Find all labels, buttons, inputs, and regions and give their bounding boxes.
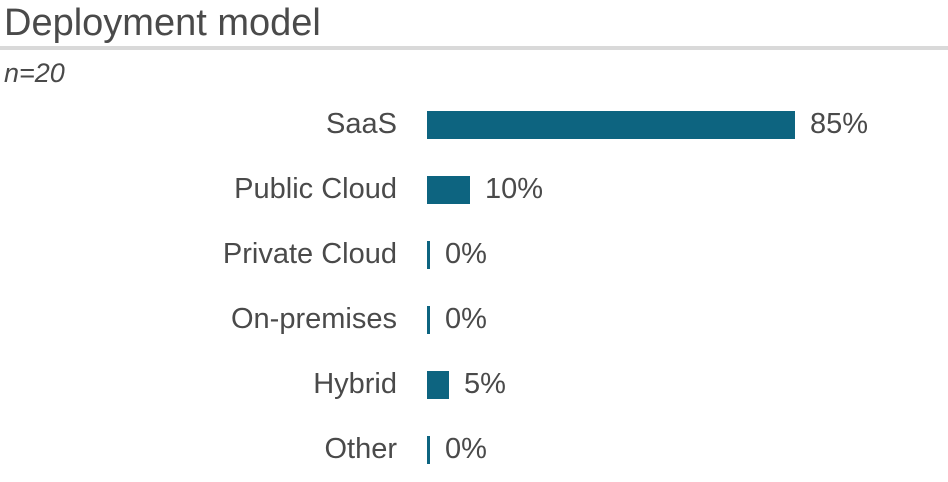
value-label-on-premises: 0% [445,303,487,335]
chart-title: Deployment model [4,2,321,44]
bar-area-on-premises: 0% [427,303,948,336]
bar-area-saas: 85% [427,108,948,141]
bar-area-other: 0% [427,433,948,466]
bar-chart-rows: SaaS 85% Public Cloud 10% Private Cloud … [0,92,948,482]
category-label-on-premises: On-premises [231,303,397,335]
value-label-other: 0% [445,433,487,465]
category-label-private-cloud: Private Cloud [222,238,397,270]
value-label-public-cloud: 10% [485,173,544,205]
bar-row-on-premises: On-premises 0% [0,287,948,352]
bar-area-public-cloud: 10% [427,173,948,206]
value-label-private-cloud: 0% [445,238,487,270]
bar-row-public-cloud: Public Cloud 10% [0,157,948,222]
value-label-hybrid: 5% [464,368,506,400]
bar-private-cloud [427,240,430,269]
value-label-saas: 85% [810,108,869,140]
bar-row-private-cloud: Private Cloud 0% [0,222,948,287]
bar-public-cloud [427,175,470,204]
sample-size-label: n=20 [4,58,65,88]
bar-hybrid [427,370,449,399]
bar-row-hybrid: Hybrid 5% [0,352,948,417]
category-label-other: Other [324,433,397,465]
title-divider [0,46,948,50]
bar-on-premises [427,305,430,334]
category-label-public-cloud: Public Cloud [234,173,397,205]
bar-area-hybrid: 5% [427,368,948,401]
bar-area-private-cloud: 0% [427,238,948,271]
bar-row-other: Other 0% [0,417,948,482]
category-label-saas: SaaS [326,108,397,140]
category-label-hybrid: Hybrid [313,368,397,400]
bar-saas [427,110,795,139]
bar-row-saas: SaaS 85% [0,92,948,157]
bar-other [427,435,430,464]
